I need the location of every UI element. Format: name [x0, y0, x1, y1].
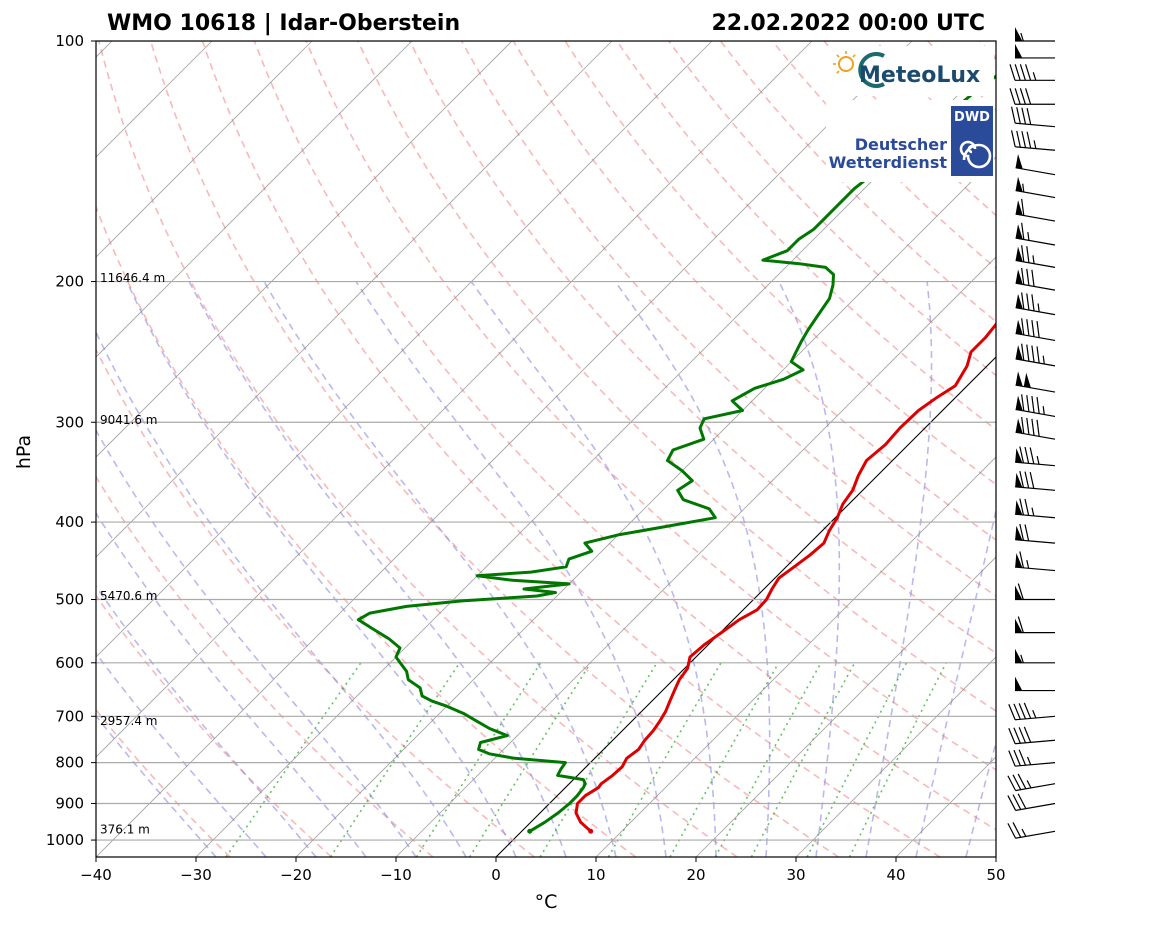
dwd-wordmark-line1: Deutscher [855, 135, 947, 154]
datetime-title: 22.02.2022 00:00 UTC [711, 11, 985, 36]
dwd-wordmark-line2: Wetterdienst [829, 153, 948, 172]
x-tick-label: 50 [986, 866, 1005, 884]
x-tick-label: −30 [180, 866, 212, 884]
y-tick-label: 100 [55, 32, 84, 50]
dwd-logo: DWD Deutscher Wetterdienst [826, 100, 994, 182]
temperature-surface-point [588, 829, 593, 834]
height-label: 2957.4 m [100, 714, 158, 728]
x-tick-label: 20 [686, 866, 705, 884]
meteolux-logo: MeteoLux [826, 46, 994, 96]
y-tick-label: 200 [55, 273, 84, 291]
dewpoint-surface-point [527, 829, 532, 834]
height-label: 376.1 m [100, 822, 150, 836]
meteolux-wordmark: MeteoLux [859, 63, 980, 88]
y-tick-label: 900 [55, 795, 84, 813]
y-tick-label: 600 [55, 654, 84, 672]
dwd-badge-text: DWD [954, 110, 990, 125]
x-tick-label: 40 [886, 866, 905, 884]
y-tick-label: 500 [55, 591, 84, 609]
y-axis-label: hPa [13, 435, 35, 469]
y-tick-label: 1000 [46, 831, 84, 849]
station-title: WMO 10618 | Idar-Oberstein [107, 11, 460, 36]
y-tick-label: 800 [55, 754, 84, 772]
y-tick-label: 400 [55, 513, 84, 531]
x-tick-label: 10 [586, 866, 605, 884]
x-tick-label: 0 [491, 866, 501, 884]
x-tick-label: 30 [786, 866, 805, 884]
x-tick-label: −20 [280, 866, 312, 884]
x-tick-label: −10 [380, 866, 412, 884]
height-label: 5470.6 m [100, 589, 158, 603]
y-tick-label: 300 [55, 413, 84, 431]
x-tick-label: −40 [80, 866, 112, 884]
x-axis-label: °C [535, 891, 558, 913]
height-label: 11646.4 m [100, 271, 165, 285]
y-tick-label: 700 [55, 707, 84, 725]
height-label: 9041.6 m [100, 413, 158, 427]
